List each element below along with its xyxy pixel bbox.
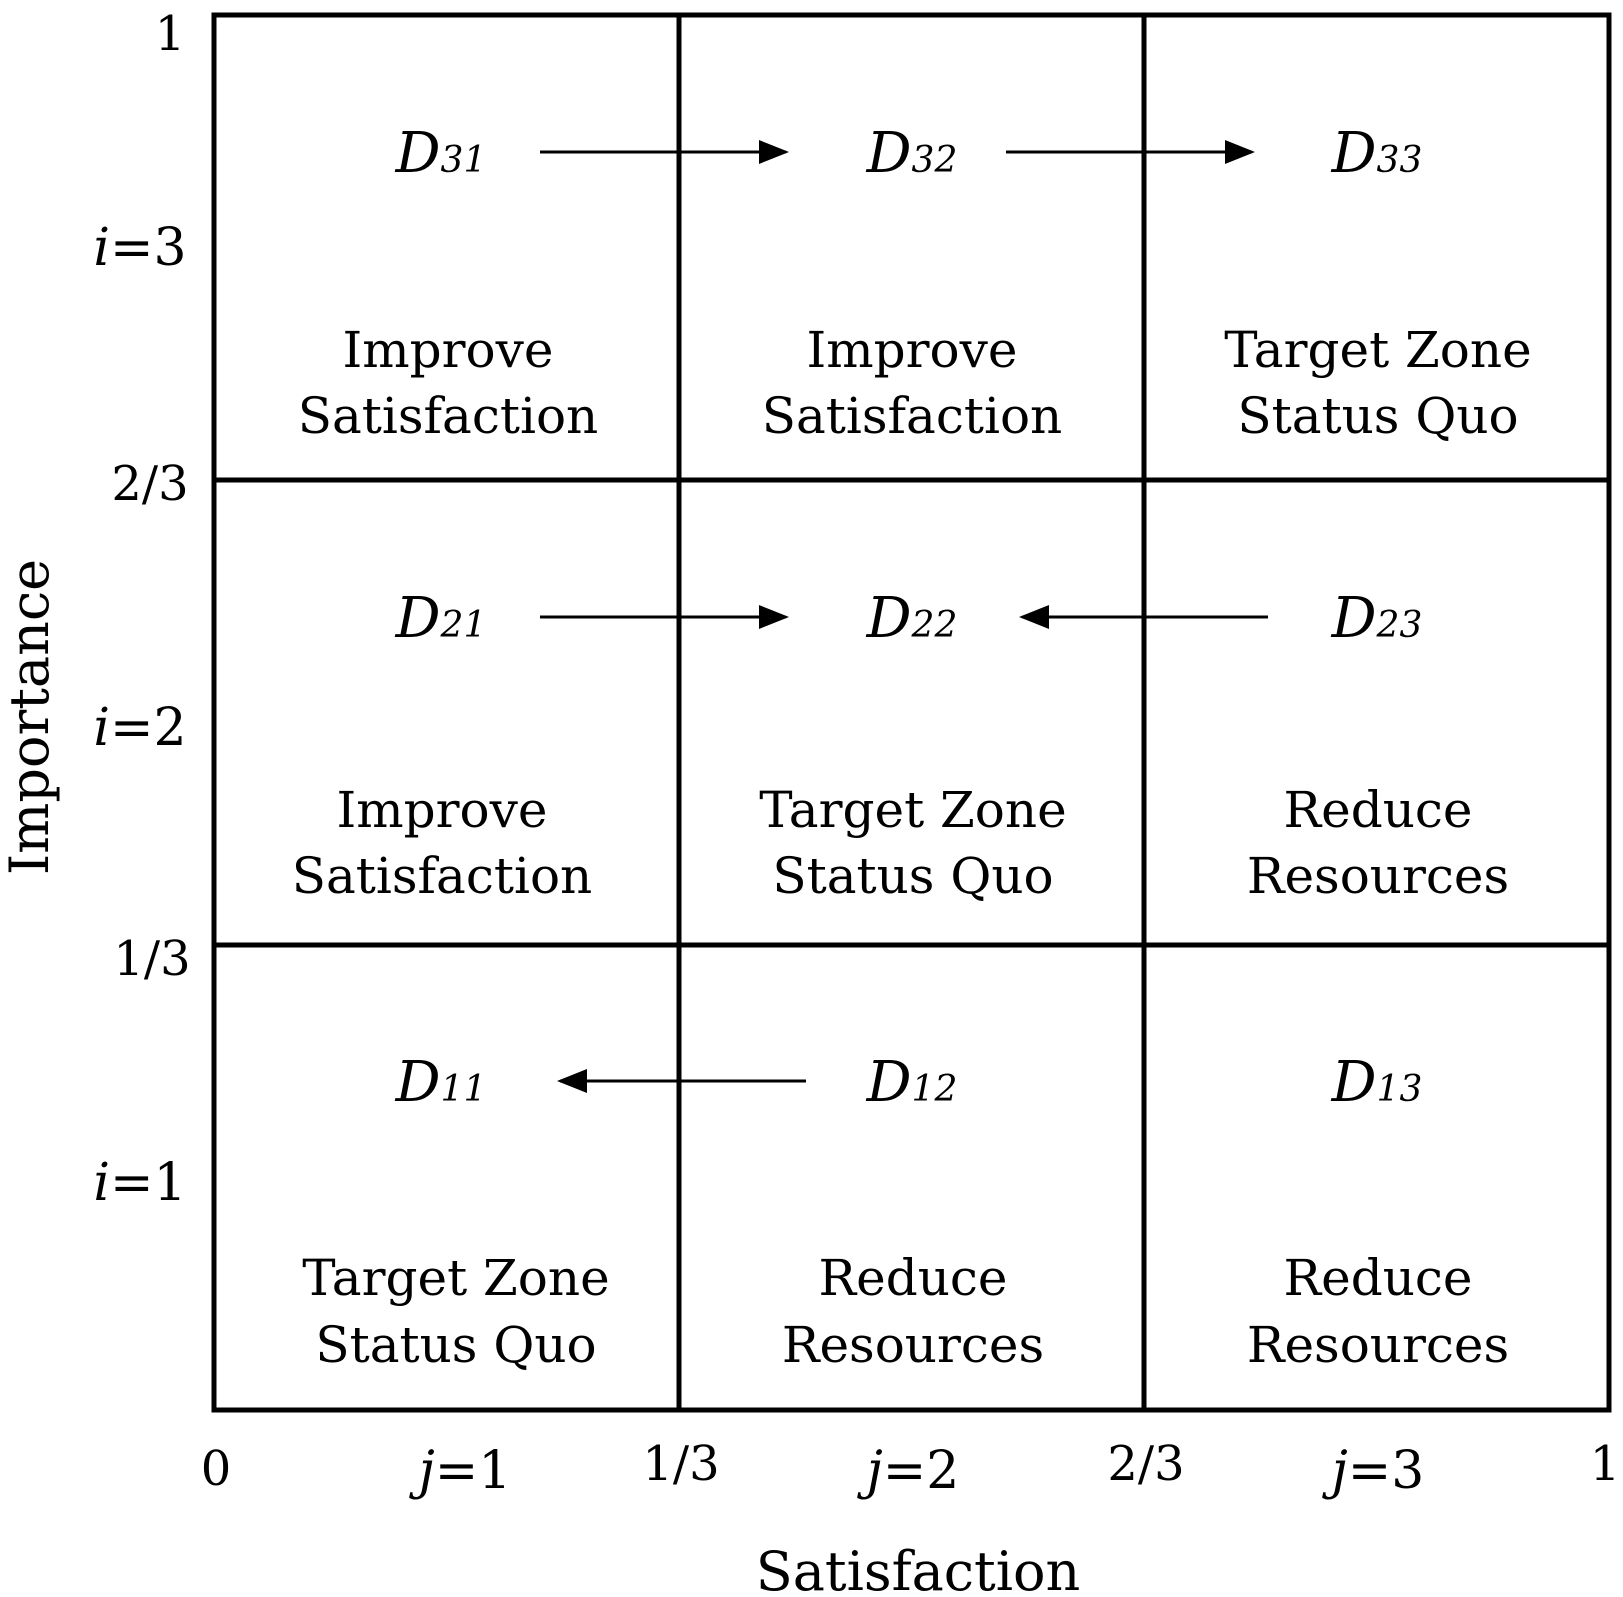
cell-label-line1: Target Zone — [759, 781, 1066, 839]
cell-label-line1: Reduce — [1283, 1249, 1472, 1307]
cell-label-line1: Reduce — [1283, 781, 1472, 839]
cell-label-line2: Status Quo — [1237, 387, 1518, 445]
cell-label-line1: Improve — [336, 781, 547, 839]
x-axis-ticks: 0 1/3 2/3 1 — [201, 1436, 1621, 1497]
cell-id: D21 — [395, 586, 487, 651]
cell-d23: D23 Reduce Resources — [1247, 586, 1509, 905]
cell-label-line2: Satisfaction — [292, 847, 593, 905]
cell-label-line2: Satisfaction — [298, 387, 599, 445]
cell-label-line1: Target Zone — [1224, 321, 1531, 379]
x-tick-label: 1 — [1590, 1436, 1621, 1492]
cell-label-line1: Improve — [342, 321, 553, 379]
y-index-label: i=1 — [93, 1153, 186, 1213]
cell-label-line2: Resources — [782, 1316, 1044, 1374]
cell-d32: D32 Improve Satisfaction — [762, 121, 1063, 445]
x-index-label: j=3 — [1322, 1441, 1425, 1501]
y-tick-label: 1/3 — [113, 931, 190, 987]
cell-id: D31 — [395, 121, 487, 186]
y-axis-ticks: 1 2/3 1/3 — [111, 6, 190, 987]
y-tick-label: 1 — [155, 6, 186, 62]
cell-id: D12 — [866, 1050, 958, 1115]
cell-d31: D31 Improve Satisfaction — [298, 121, 599, 445]
cell-d33: D33 Target Zone Status Quo — [1224, 121, 1531, 445]
grid-outer-border — [211, 12, 1612, 1413]
y-axis-title: Importance — [0, 559, 61, 875]
cell-id: D23 — [1331, 586, 1423, 651]
cell-id: D22 — [866, 586, 958, 651]
cell-label-line1: Reduce — [818, 1249, 1007, 1307]
cell-d21: D21 Improve Satisfaction — [292, 586, 593, 905]
y-tick-label: 2/3 — [111, 456, 188, 512]
cell-id: D33 — [1331, 121, 1423, 186]
cell-label-line2: Status Quo — [772, 847, 1053, 905]
y-index-label: i=2 — [93, 698, 186, 758]
cell-id: D13 — [1331, 1050, 1423, 1115]
cell-id: D11 — [395, 1050, 487, 1115]
cell-d22: D22 Target Zone Status Quo — [759, 586, 1066, 905]
x-tick-label: 0 — [201, 1441, 232, 1497]
x-axis-title: Satisfaction — [756, 1540, 1081, 1597]
cell-label-line2: Satisfaction — [762, 387, 1063, 445]
cell-label-line2: Status Quo — [315, 1316, 596, 1374]
cell-label-line2: Resources — [1247, 1316, 1509, 1374]
x-axis-index-labels: j=1 j=2 j=3 — [409, 1441, 1425, 1501]
cell-d12: D12 Reduce Resources — [782, 1050, 1044, 1374]
arrows — [540, 140, 1268, 1093]
x-index-label: j=1 — [409, 1441, 512, 1501]
cell-label-line1: Target Zone — [302, 1249, 609, 1307]
cell-d13: D13 Reduce Resources — [1247, 1050, 1509, 1374]
x-tick-label: 1/3 — [642, 1436, 719, 1492]
cell-label-line2: Resources — [1247, 847, 1509, 905]
x-tick-label: 2/3 — [1107, 1436, 1184, 1492]
y-index-label: i=3 — [93, 218, 186, 278]
y-axis-index-labels: i=3 i=2 i=1 — [93, 218, 186, 1213]
cell-label-line1: Improve — [806, 321, 1017, 379]
cell-d11: D11 Target Zone Status Quo — [302, 1050, 609, 1374]
grid-frame — [211, 12, 1612, 1413]
x-index-label: j=2 — [857, 1441, 960, 1501]
cell-id: D32 — [866, 121, 958, 186]
